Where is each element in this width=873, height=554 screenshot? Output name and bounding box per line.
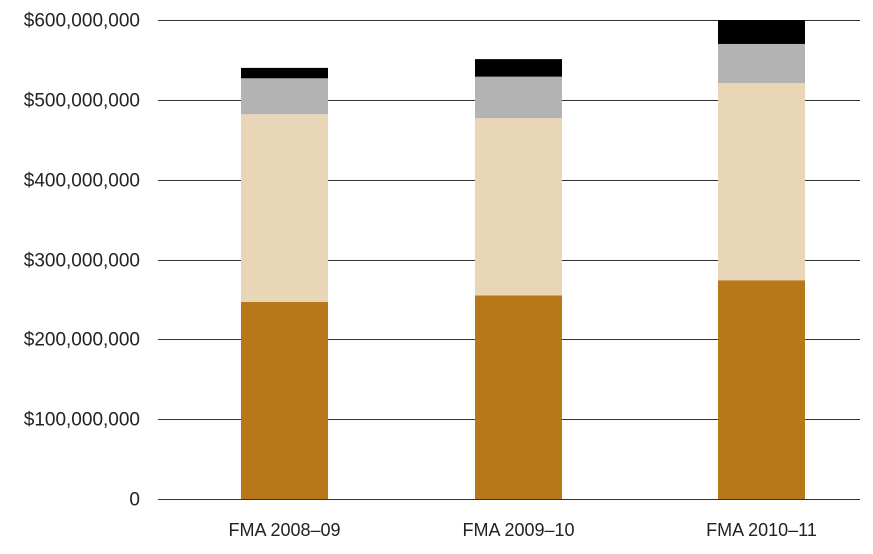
y-tick-label: $400,000,000 <box>24 171 140 192</box>
y-axis-tick-labels: 0 $100,000,000 $200,000,000 $300,000,000 $40… <box>24 11 140 511</box>
bar-segment <box>718 83 805 281</box>
bar-segment <box>718 43 805 84</box>
bar-segment <box>241 114 328 302</box>
y-tick-label: $100,000,000 <box>24 410 140 431</box>
bar-segment <box>241 78 328 115</box>
bar-segment <box>475 295 562 499</box>
bar-segment <box>718 20 805 44</box>
y-tick-label: 0 <box>129 490 140 511</box>
bars <box>241 20 805 499</box>
bar-segment <box>475 76 562 119</box>
x-category-label: FMA 2008–09 <box>228 520 340 540</box>
bar-segment <box>241 301 328 499</box>
bar-segment <box>475 118 562 296</box>
y-tick-label: $500,000,000 <box>24 91 140 112</box>
x-category-label: FMA 2010–11 <box>706 520 817 540</box>
x-axis-category-labels: FMA 2008–09 FMA 2009–10 FMA 2010–11 <box>228 520 816 540</box>
y-tick-label: $200,000,000 <box>24 330 140 351</box>
bar-segment <box>475 59 562 77</box>
bar-segment <box>241 67 328 79</box>
y-tick-label: $600,000,000 <box>24 11 140 32</box>
y-tick-label: $300,000,000 <box>24 251 140 272</box>
bar-segment <box>718 280 805 499</box>
x-category-label: FMA 2009–10 <box>462 520 574 540</box>
